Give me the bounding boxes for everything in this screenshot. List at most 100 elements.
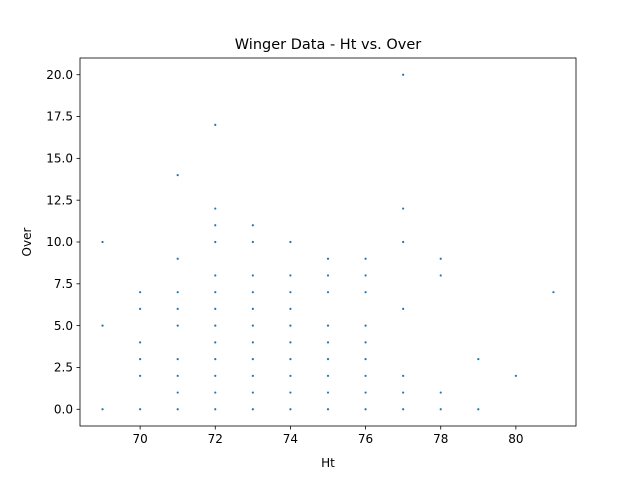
- plot-frame: [79, 57, 577, 427]
- data-point: [289, 374, 292, 377]
- data-point: [326, 291, 330, 294]
- data-point: [402, 207, 405, 210]
- data-point: [364, 291, 367, 294]
- data-point: [477, 357, 480, 361]
- data-point: [251, 374, 254, 377]
- data-point: [214, 207, 217, 210]
- data-point: [477, 408, 480, 411]
- data-point: [214, 224, 217, 227]
- data-point: [139, 357, 142, 361]
- data-point: [364, 257, 367, 260]
- data-point: [176, 357, 179, 361]
- data-point: [326, 324, 330, 327]
- data-point: [176, 291, 179, 294]
- data-point: [139, 374, 142, 377]
- data-point: [176, 324, 179, 327]
- data-point: [251, 324, 254, 327]
- data-point: [326, 341, 330, 344]
- data-point: [251, 357, 254, 361]
- data-point: [402, 391, 405, 394]
- data-point: [289, 274, 292, 277]
- y-tick-label: 7.5: [54, 277, 73, 291]
- data-point: [289, 307, 292, 311]
- data-point: [402, 240, 405, 244]
- data-point: [101, 324, 104, 327]
- data-point: [251, 391, 254, 394]
- data-point: [326, 408, 330, 411]
- x-axis: 70 72 74 76 78 80: [132, 426, 524, 446]
- y-axis-label: Over: [20, 228, 34, 257]
- data-point: [101, 408, 104, 411]
- data-point: [402, 408, 405, 411]
- data-point: [289, 291, 292, 294]
- data-point: [289, 408, 292, 411]
- data-point: [214, 324, 217, 327]
- data-point: [139, 291, 142, 294]
- data-point: [364, 357, 367, 361]
- y-axis: 0.0 2.5 5.0 7.5 10.0 12.5 15.0 17.5 20.0: [46, 68, 80, 416]
- data-point: [364, 374, 367, 377]
- y-tick-label: 17.5: [46, 110, 73, 124]
- data-point: [402, 374, 405, 377]
- data-point: [214, 274, 217, 277]
- data-point: [289, 391, 292, 394]
- y-tick-label: 0.0: [54, 402, 73, 416]
- x-tick-label: 76: [358, 432, 373, 446]
- data-point: [326, 274, 330, 277]
- data-point: [214, 123, 217, 127]
- x-tick-label: 72: [208, 432, 223, 446]
- data-point: [364, 274, 367, 277]
- x-tick-label: 70: [132, 432, 147, 446]
- y-tick-label: 2.5: [54, 361, 73, 375]
- data-point: [251, 274, 254, 277]
- data-point: [251, 307, 254, 311]
- data-point: [552, 291, 555, 294]
- data-point: [214, 391, 217, 394]
- data-point: [514, 374, 517, 377]
- data-point: [214, 357, 217, 361]
- y-tick-label: 20.0: [46, 68, 73, 82]
- data-points: [101, 73, 555, 411]
- data-point: [402, 307, 405, 311]
- data-point: [251, 240, 254, 244]
- data-point: [214, 341, 217, 344]
- data-point: [176, 307, 179, 311]
- data-point: [289, 324, 292, 327]
- data-point: [101, 240, 104, 244]
- data-point: [289, 240, 292, 244]
- data-point: [176, 408, 179, 411]
- data-point: [251, 408, 254, 411]
- x-tick-label: 80: [508, 432, 523, 446]
- data-point: [364, 408, 367, 411]
- chart-title: Winger Data - Ht vs. Over: [235, 37, 421, 53]
- y-tick-label: 12.5: [46, 193, 73, 207]
- data-point: [402, 73, 405, 76]
- data-point: [439, 391, 442, 394]
- data-point: [176, 173, 179, 177]
- data-point: [364, 391, 367, 394]
- data-point: [289, 341, 292, 344]
- data-point: [326, 374, 330, 377]
- y-tick-label: 15.0: [46, 152, 73, 166]
- y-tick-label: 10.0: [46, 235, 73, 249]
- data-point: [326, 391, 330, 394]
- data-point: [214, 240, 217, 244]
- data-point: [364, 341, 367, 344]
- data-point: [439, 257, 442, 260]
- data-point: [139, 341, 142, 344]
- data-point: [214, 307, 217, 311]
- data-point: [139, 408, 142, 411]
- data-point: [176, 374, 179, 377]
- data-point: [326, 357, 330, 361]
- data-point: [251, 341, 254, 344]
- data-point: [289, 357, 292, 361]
- data-point: [251, 291, 254, 294]
- data-point: [439, 408, 442, 411]
- data-point: [439, 274, 442, 277]
- x-tick-label: 74: [283, 432, 298, 446]
- data-point: [214, 374, 217, 377]
- y-tick-label: 5.0: [54, 319, 73, 333]
- x-axis-label: Ht: [321, 456, 335, 470]
- data-point: [176, 391, 179, 394]
